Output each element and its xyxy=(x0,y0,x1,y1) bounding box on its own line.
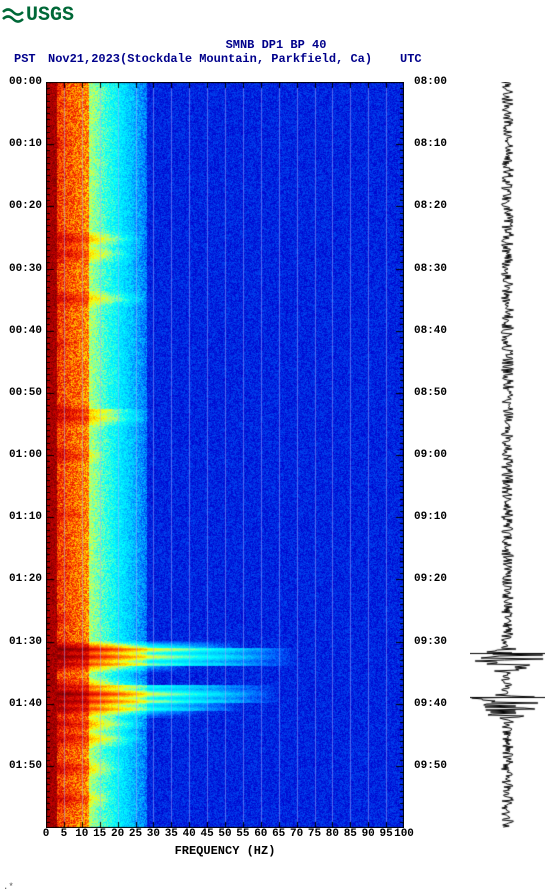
y-tick-left: 01:50 xyxy=(9,760,42,772)
y-tick-left: 00:00 xyxy=(9,76,42,88)
y-tick-left: 00:30 xyxy=(9,263,42,275)
x-tick: 90 xyxy=(362,828,375,840)
x-tick: 85 xyxy=(344,828,357,840)
x-tick: 60 xyxy=(254,828,267,840)
y-tick-right: 08:50 xyxy=(414,387,447,399)
y-tick-right: 08:40 xyxy=(414,325,447,337)
y-tick-left: 01:10 xyxy=(9,511,42,523)
y-tick-right: 08:30 xyxy=(414,263,447,275)
x-tick: 40 xyxy=(183,828,196,840)
y-axis-right: 08:0008:1008:2008:3008:4008:5009:0009:10… xyxy=(408,82,450,828)
x-axis-label: FREQUENCY (HZ) xyxy=(46,844,404,858)
x-tick: 30 xyxy=(147,828,160,840)
y-tick-right: 09:10 xyxy=(414,511,447,523)
x-tick: 95 xyxy=(379,828,392,840)
y-tick-left: 00:20 xyxy=(9,200,42,212)
chart-title: SMNB DP1 BP 40 xyxy=(0,38,552,52)
y-tick-left: 00:10 xyxy=(9,138,42,150)
x-tick: 45 xyxy=(200,828,213,840)
y-tick-left: 00:50 xyxy=(9,387,42,399)
x-tick: 5 xyxy=(61,828,68,840)
y-tick-right: 09:00 xyxy=(414,449,447,461)
seismogram-canvas xyxy=(470,82,545,828)
seismogram-plot xyxy=(470,82,545,828)
x-tick: 75 xyxy=(308,828,321,840)
y-tick-left: 01:20 xyxy=(9,573,42,585)
x-tick: 70 xyxy=(290,828,303,840)
y-tick-left: 01:40 xyxy=(9,698,42,710)
y-tick-left: 01:00 xyxy=(9,449,42,461)
y-tick-left: 01:30 xyxy=(9,636,42,648)
page-root: { "logo_text": "USGS", "logo_color": "#0… xyxy=(0,0,552,893)
x-tick: 20 xyxy=(111,828,124,840)
x-tick: 100 xyxy=(394,828,414,840)
x-tick: 80 xyxy=(326,828,339,840)
x-tick: 25 xyxy=(129,828,142,840)
footer-mark: .* xyxy=(3,882,14,892)
x-tick: 10 xyxy=(75,828,88,840)
x-tick: 35 xyxy=(165,828,178,840)
x-tick: 55 xyxy=(236,828,249,840)
x-tick: 15 xyxy=(93,828,106,840)
pst-label: PST xyxy=(14,52,36,66)
y-tick-right: 09:40 xyxy=(414,698,447,710)
usgs-logo: USGS xyxy=(2,4,74,27)
y-tick-right: 08:10 xyxy=(414,138,447,150)
y-tick-right: 09:20 xyxy=(414,573,447,585)
y-axis-left: 00:0000:1000:2000:3000:4000:5001:0001:10… xyxy=(2,82,44,828)
date-label: Nov21,2023(Stockdale Mountain, Parkfield… xyxy=(48,52,372,66)
y-tick-right: 09:30 xyxy=(414,636,447,648)
utc-label: UTC xyxy=(400,52,422,66)
y-tick-left: 00:40 xyxy=(9,325,42,337)
wave-icon xyxy=(2,6,24,26)
y-tick-right: 08:00 xyxy=(414,76,447,88)
logo-text: USGS xyxy=(26,4,74,27)
spectrogram-plot xyxy=(46,82,404,828)
spectrogram-canvas xyxy=(46,82,404,828)
x-tick: 50 xyxy=(218,828,231,840)
x-tick: 65 xyxy=(272,828,285,840)
y-tick-right: 09:50 xyxy=(414,760,447,772)
spectrogram-canvas-wrap xyxy=(46,82,404,828)
x-tick: 0 xyxy=(43,828,50,840)
y-tick-right: 08:20 xyxy=(414,200,447,212)
